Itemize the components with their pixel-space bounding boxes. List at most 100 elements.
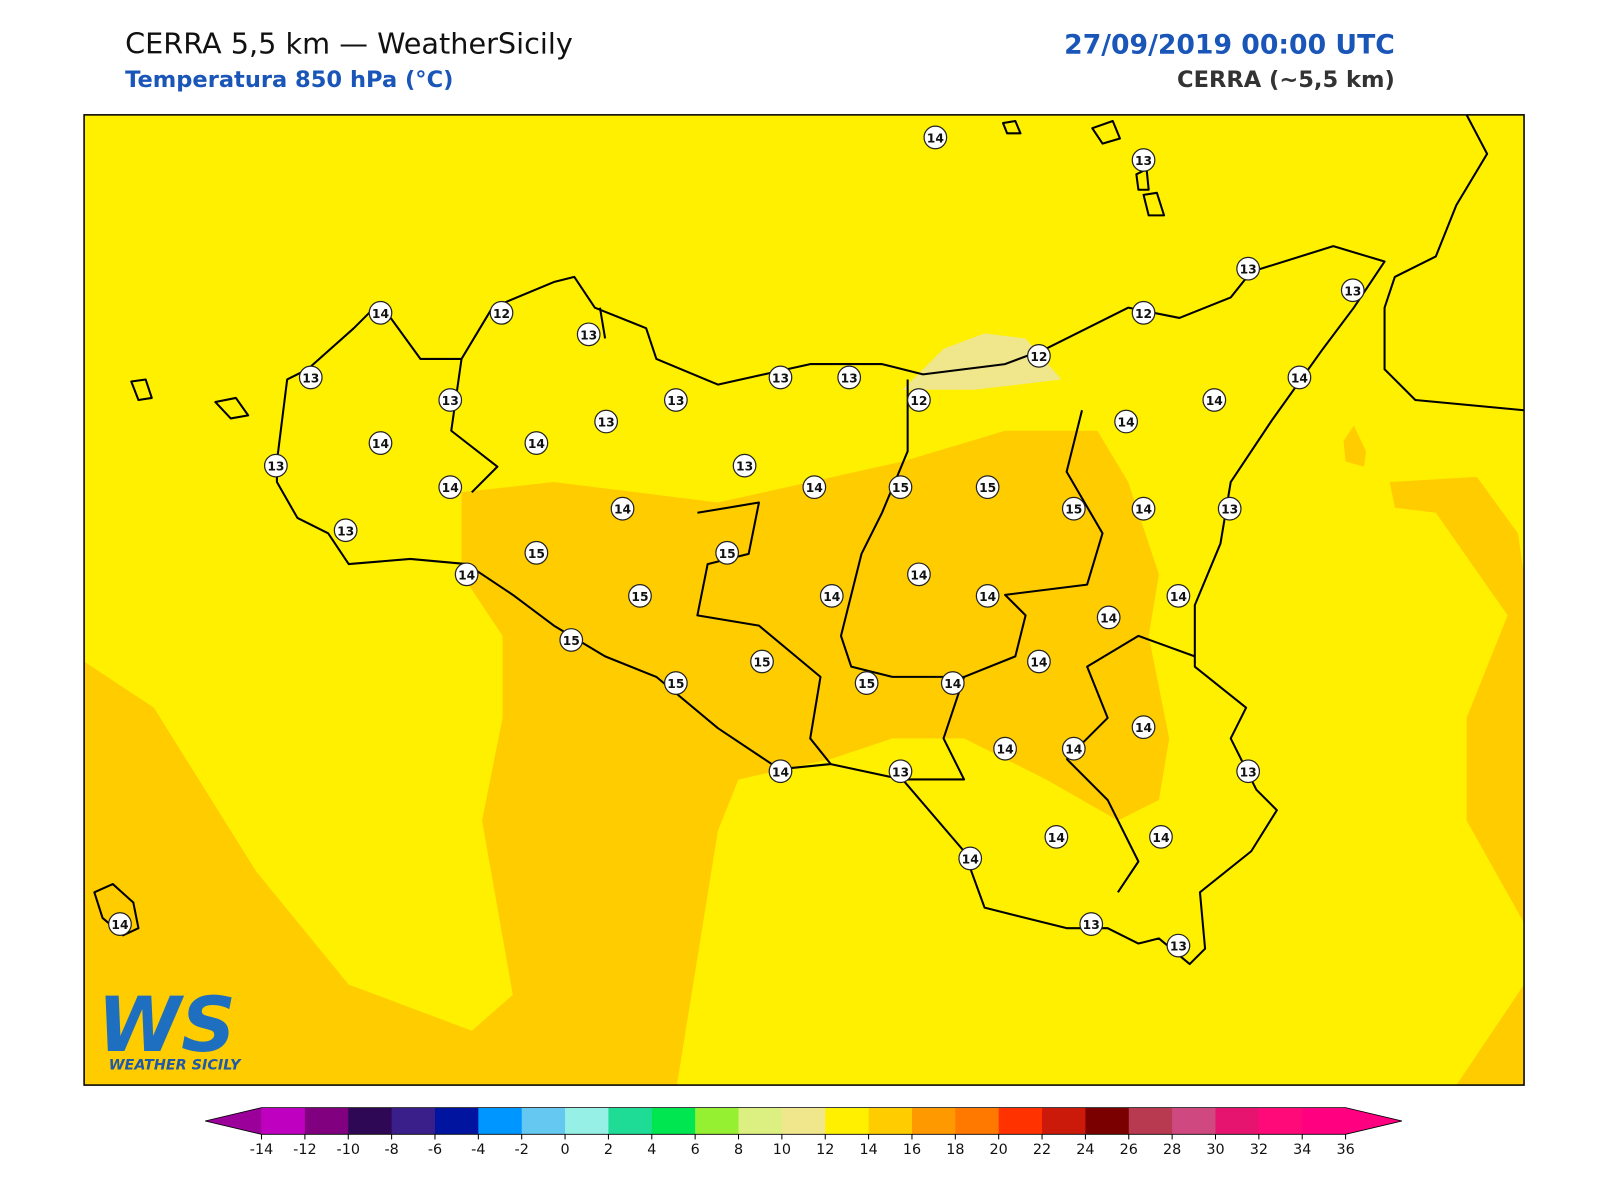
station-marker	[819, 583, 844, 608]
station-marker	[1287, 365, 1312, 390]
colorbar-bin	[1128, 1107, 1173, 1135]
logo-mark: WS	[97, 981, 235, 1069]
station-marker	[438, 475, 463, 500]
island	[130, 119, 1166, 420]
station-marker	[993, 736, 1017, 761]
station: 15	[628, 583, 652, 608]
station: 13	[263, 453, 288, 478]
station: 13	[594, 409, 619, 434]
colorbar-bin	[825, 1107, 870, 1135]
station: 13	[888, 759, 913, 784]
colorbar-tick-label: -4	[471, 1142, 485, 1158]
station-value: 14	[979, 590, 996, 604]
station: 14	[1166, 583, 1191, 608]
station-marker	[888, 475, 913, 500]
colorbar-tick-label: 28	[1163, 1142, 1181, 1158]
station-marker	[802, 475, 827, 500]
colorbar: -14 -12 -10 -8 -6 -4 -2 0 2 4 6 8 10 12 14 16 18 20 22 24 26…	[205, 1107, 1403, 1158]
colorbar-over	[1345, 1107, 1402, 1135]
station: 15	[975, 475, 1000, 500]
station-marker	[1202, 388, 1227, 412]
station-marker	[907, 388, 931, 412]
station-marker	[1340, 278, 1365, 303]
station-marker	[1149, 824, 1173, 849]
station: 14	[438, 475, 463, 500]
station: 14	[975, 583, 1000, 608]
station-marker	[975, 475, 1000, 500]
station-marker	[1236, 759, 1261, 784]
station: 13	[1166, 933, 1191, 958]
station: 15	[524, 540, 549, 565]
station-marker	[1131, 496, 1156, 521]
station-value: 15	[667, 677, 684, 691]
station-value: 13	[892, 765, 909, 779]
stations: 14 13 13 13 14 12 13 12 12 13 13 13 13 13 12 14 14 14 14 14…	[108, 125, 1365, 958]
station-value: 15	[563, 634, 580, 648]
colorbar-tick-label: 4	[647, 1142, 656, 1158]
colorbar-tick-label: 8	[734, 1142, 743, 1158]
station-value: 15	[753, 656, 770, 670]
colorbar-tick-label: 26	[1120, 1142, 1138, 1158]
colorbar-bin	[998, 1107, 1043, 1135]
station: 15	[1061, 496, 1086, 521]
colorbar-tick-label: 30	[1206, 1142, 1224, 1158]
colorbar-bin	[434, 1107, 479, 1135]
colorbar-bin	[911, 1107, 956, 1135]
station: 14	[1202, 388, 1227, 412]
station: 13	[298, 365, 323, 390]
colorbar-bin	[738, 1107, 783, 1135]
station-value: 14	[1065, 743, 1082, 757]
station-value: 12	[910, 394, 927, 408]
station-value: 14	[910, 568, 927, 582]
station: 14	[940, 671, 965, 695]
station-marker	[576, 322, 601, 347]
station-value: 14	[997, 743, 1014, 757]
station-marker	[368, 300, 393, 325]
station: 14	[768, 759, 793, 784]
province-border	[450, 307, 1196, 893]
station: 13	[1217, 496, 1242, 521]
station: 13	[1079, 912, 1104, 936]
station: 12	[1027, 343, 1051, 368]
station-value: 13	[442, 394, 459, 408]
station-marker	[1044, 824, 1069, 849]
map	[83, 114, 1525, 1086]
station-value: 14	[806, 481, 823, 495]
station: 15	[888, 475, 913, 500]
colorbar-bin	[348, 1107, 393, 1135]
station-marker	[524, 540, 549, 565]
station-value: 12	[493, 307, 510, 321]
station-value: 12	[1135, 307, 1152, 321]
colorbar-bin	[1302, 1107, 1347, 1135]
field-warm	[84, 430, 1170, 1086]
station-marker	[1079, 912, 1104, 936]
station-marker	[594, 409, 619, 434]
station-value: 13	[267, 460, 284, 474]
colorbar-bin	[391, 1107, 436, 1135]
station-value: 14	[1152, 831, 1169, 845]
station: 14	[610, 496, 635, 521]
station-marker	[663, 671, 688, 695]
station-marker	[888, 759, 913, 784]
station: 12	[1131, 300, 1156, 325]
station-marker	[1027, 343, 1051, 368]
station-value: 15	[858, 677, 875, 691]
colorbar-bin	[1172, 1107, 1217, 1135]
station-marker	[958, 846, 983, 871]
colorbar-bin	[1215, 1107, 1260, 1135]
station-marker	[1131, 715, 1156, 740]
station: 14	[454, 562, 479, 587]
island	[93, 883, 140, 937]
station: 13	[768, 365, 793, 390]
station: 15	[854, 671, 879, 695]
station-marker	[732, 453, 757, 478]
station-value: 14	[372, 307, 389, 321]
colorbar-tick-label: -8	[384, 1142, 398, 1158]
colorbar-bin	[521, 1107, 566, 1135]
station-value: 14	[458, 568, 475, 582]
station-marker	[1061, 736, 1086, 761]
station: 13	[333, 518, 358, 543]
colorbar-tick-label: 0	[560, 1142, 569, 1158]
colorbar-bin	[1085, 1107, 1130, 1135]
